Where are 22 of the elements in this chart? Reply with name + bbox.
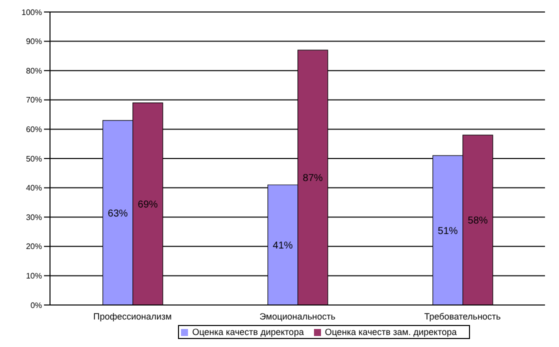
x-tick-label: Профессионализм <box>93 311 172 322</box>
data-label: 51% <box>438 226 458 237</box>
legend-label: Оценка качеств зам. директора <box>324 327 457 337</box>
y-tick-label: 80% <box>26 66 42 76</box>
data-label: 58% <box>468 216 488 227</box>
data-label: 69% <box>138 199 158 210</box>
y-tick-label: 60% <box>26 125 42 134</box>
x-tick-label: Эмоциональность <box>260 311 336 322</box>
y-tick-label: 100% <box>22 8 42 17</box>
y-tick-label: 70% <box>26 96 42 105</box>
y-tick-label: 40% <box>26 184 42 193</box>
data-label: 41% <box>272 240 293 252</box>
y-tick-label: 0% <box>30 300 42 310</box>
x-tick-label: Требовательность <box>424 311 502 322</box>
legend-label: Оценка качеств директора <box>192 327 304 337</box>
y-tick-label: 20% <box>26 242 42 252</box>
y-tick-label: 50% <box>26 154 42 164</box>
y-tick-label: 90% <box>26 37 42 46</box>
y-tick-label: 10% <box>26 272 42 281</box>
data-label: 63% <box>108 208 128 220</box>
data-label: 87% <box>302 173 323 184</box>
y-tick-label: 30% <box>26 212 42 222</box>
